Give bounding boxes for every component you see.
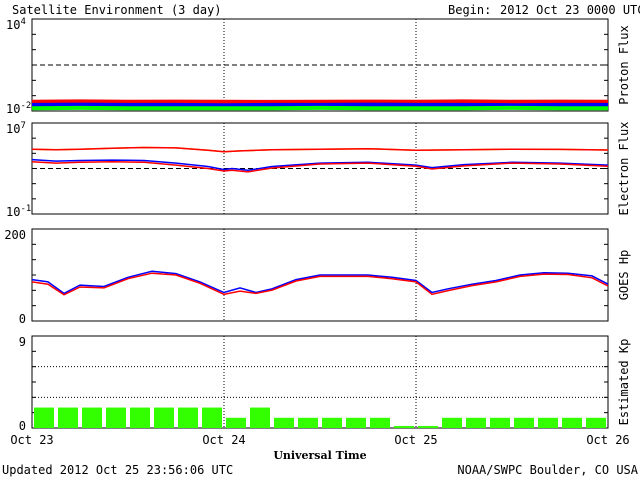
y-tick-label: 0 bbox=[19, 419, 26, 433]
electron-flux-ylabel: Electron Flux bbox=[617, 122, 631, 216]
y-tick-label: 104 bbox=[6, 17, 26, 32]
red-series-line bbox=[31, 99, 609, 104]
blue-series-line bbox=[31, 102, 608, 108]
kp-bar bbox=[586, 417, 606, 428]
y-tick-exponent: 4 bbox=[20, 17, 25, 27]
y-tick-base: 10 bbox=[6, 122, 20, 136]
credit-text: NOAA/SWPC Boulder, CO USA bbox=[457, 463, 638, 477]
x-tick-label: Oct 26 bbox=[586, 433, 629, 447]
estimated-kp-panel: 9 0 Estimated Kp bbox=[19, 335, 631, 433]
kp-bar bbox=[394, 425, 414, 428]
kp-bar bbox=[34, 407, 54, 428]
y-tick-label: 200 bbox=[4, 228, 26, 242]
blue-series-line bbox=[31, 158, 609, 172]
kp-bar bbox=[106, 407, 126, 428]
updated-timestamp: Updated 2012 Oct 25 23:56:06 UTC bbox=[2, 463, 233, 477]
kp-bar bbox=[58, 407, 78, 428]
figure-title: Satellite Environment (3 day) bbox=[12, 3, 222, 17]
y-tick-label: 10-1 bbox=[6, 204, 31, 219]
y-tick-exponent: -2 bbox=[20, 101, 31, 111]
kp-bar bbox=[538, 417, 558, 428]
x-axis: Oct 23 Oct 24 Oct 25 Oct 26 bbox=[10, 433, 629, 447]
kp-bar bbox=[130, 407, 150, 428]
kp-bar bbox=[490, 417, 510, 428]
kp-bar bbox=[346, 417, 366, 428]
y-tick-base: 0 bbox=[19, 312, 26, 326]
y-tick-base: 10 bbox=[6, 102, 20, 116]
kp-bar bbox=[442, 417, 462, 428]
y-tick-exponent: -1 bbox=[20, 204, 31, 214]
x-tick-label: Oct 23 bbox=[10, 433, 53, 447]
blue-series-line bbox=[31, 270, 609, 295]
kp-bar bbox=[370, 417, 390, 428]
kp-bar bbox=[274, 417, 294, 428]
y-tick-exponent: 7 bbox=[20, 121, 25, 131]
y-tick-base: 9 bbox=[19, 335, 26, 349]
y-tick-label: 0 bbox=[19, 312, 26, 326]
goes-hp-ylabel: GOES Hp bbox=[617, 250, 631, 301]
kp-bar bbox=[154, 407, 174, 428]
begin-label: Begin: bbox=[448, 3, 491, 17]
goes-hp-panel: 200 0 GOES Hp bbox=[4, 228, 631, 326]
kp-bar bbox=[322, 417, 342, 428]
y-tick-base: 10 bbox=[6, 18, 20, 32]
y-tick-base: 0 bbox=[19, 419, 26, 433]
kp-bar bbox=[250, 407, 270, 428]
proton-flux-ylabel: Proton Flux bbox=[617, 25, 631, 104]
kp-bar bbox=[466, 417, 486, 428]
y-tick-label: 107 bbox=[6, 121, 26, 136]
kp-bar bbox=[562, 417, 582, 428]
x-tick-label: Oct 24 bbox=[202, 433, 245, 447]
kp-bar bbox=[178, 407, 198, 428]
kp-bar bbox=[514, 417, 534, 428]
y-tick-label: 9 bbox=[19, 335, 26, 349]
kp-bar bbox=[82, 407, 102, 428]
begin-value: 2012 Oct 23 0000 UTC bbox=[500, 3, 640, 17]
y-tick-base: 200 bbox=[4, 228, 26, 242]
red-series-line bbox=[31, 272, 609, 296]
kp-bar bbox=[202, 407, 222, 428]
kp-bar bbox=[418, 425, 438, 428]
estimated-kp-ylabel: Estimated Kp bbox=[617, 339, 631, 426]
y-tick-base: 10 bbox=[6, 205, 20, 219]
kp-bar bbox=[226, 417, 246, 428]
red-series-line bbox=[31, 160, 609, 173]
red-series-line bbox=[31, 146, 609, 153]
x-axis-label: Universal Time bbox=[273, 449, 366, 462]
x-tick-label: Oct 25 bbox=[394, 433, 437, 447]
kp-bar bbox=[298, 417, 318, 428]
y-tick-label: 10-2 bbox=[6, 101, 31, 116]
